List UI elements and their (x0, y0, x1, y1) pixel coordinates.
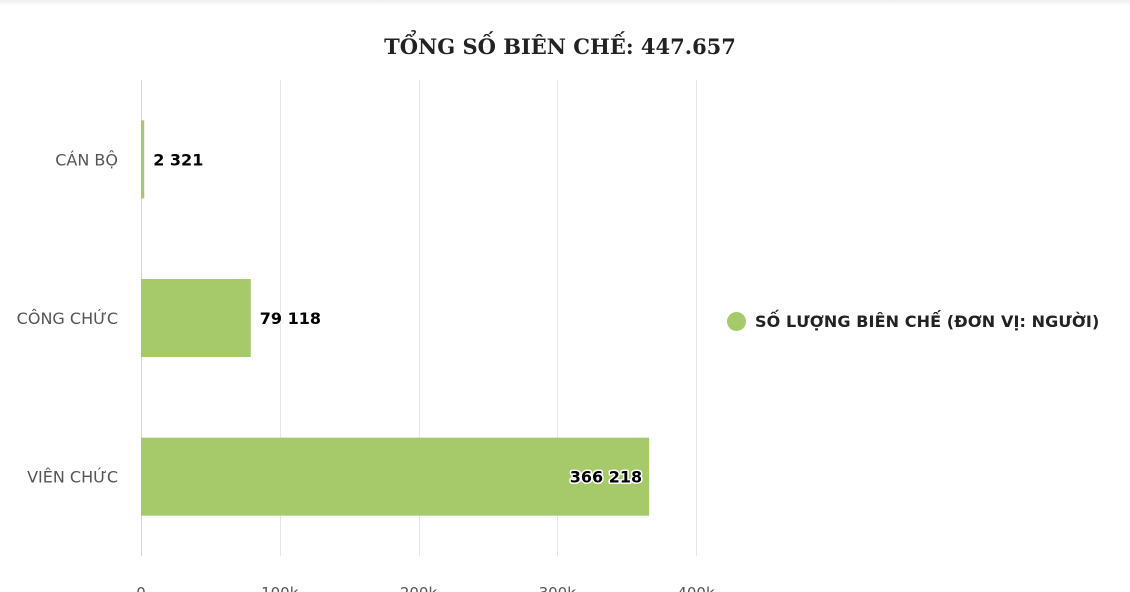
category-label: VIÊN CHỨC (27, 468, 118, 487)
bar[interactable] (141, 279, 251, 357)
category-labels: CÁN BỘ CÔNG CHỨC VIÊN CHỨC (17, 150, 118, 486)
legend[interactable]: SỐ LƯỢNG BIÊN CHẾ (ĐƠN VỊ: NGƯỜI) (727, 312, 1099, 331)
bar[interactable] (141, 120, 145, 199)
x-tick-label: 300k (539, 584, 577, 592)
chart-title: TỔNG SỐ BIÊN CHẾ: 447.657 (384, 34, 736, 59)
data-label: 2 321 (153, 150, 203, 169)
category-label: CÔNG CHỨC (17, 309, 118, 328)
x-tick-labels: 0 100k 200k 300k 400k (136, 584, 715, 592)
bars (141, 120, 650, 516)
bar[interactable] (141, 437, 650, 516)
legend-label: SỐ LƯỢNG BIÊN CHẾ (ĐƠN VỊ: NGƯỜI) (755, 312, 1100, 331)
x-tick-label: 0 (136, 584, 146, 592)
x-tick-label: 400k (677, 584, 715, 592)
data-label: 79 118 (260, 309, 321, 328)
x-tick-label: 200k (400, 584, 438, 592)
data-labels: 2 321 79 118 366 218 (152, 149, 644, 488)
category-label: CÁN BỘ (55, 150, 118, 169)
x-tick-label: 100k (261, 584, 299, 592)
legend-marker (727, 312, 746, 331)
top-shadow (0, 0, 1130, 6)
data-label: 366 218 (570, 468, 642, 487)
